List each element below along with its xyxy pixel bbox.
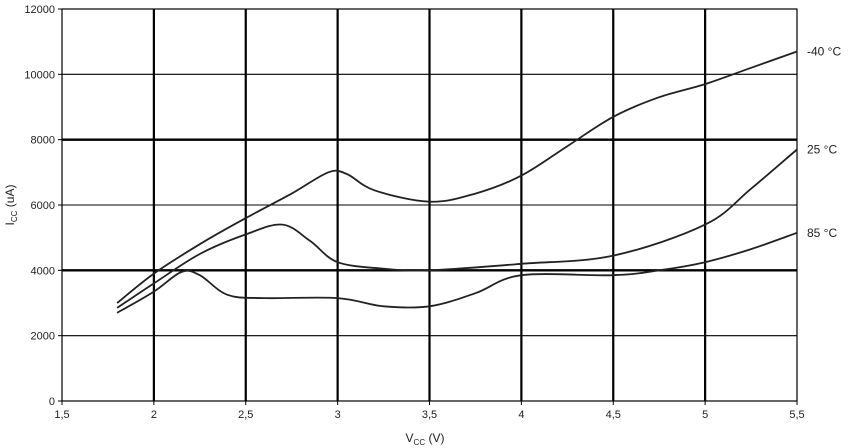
x-tick-label: 2,5 [238, 409, 253, 421]
x-axis-label-main: V [406, 431, 414, 445]
y-tick-labels: 0 2000 4000 6000 8000 10000 12000 [24, 4, 62, 408]
series-label: 85 °C [807, 226, 837, 240]
y-tick-label: 8000 [31, 135, 55, 147]
y-tick-label: 0 [49, 396, 55, 408]
x-tick-label: 4 [518, 409, 524, 421]
y-axis-label-main: I [3, 222, 17, 225]
x-tick-label: 1,5 [54, 409, 69, 421]
y-axis-label: ICC (uA) [3, 185, 19, 226]
series-line [116, 148, 798, 309]
y-tick-label: 6000 [31, 200, 55, 212]
x-tick-labels: 1,5 2 2,5 3 3,5 4 4,5 5 5,5 [54, 401, 805, 421]
y-axis-label-unit: (uA) [3, 185, 17, 211]
x-tick-label: 2 [151, 409, 157, 421]
x-axis-label-unit: (V) [425, 431, 444, 445]
x-axis-label-sub: CC [414, 438, 426, 447]
series-label: 25 °C [807, 142, 837, 156]
y-tick-label: 2000 [31, 331, 55, 343]
grid-lines [62, 9, 797, 401]
series-lines [116, 50, 798, 314]
series-line [116, 231, 798, 314]
y-axis-label-sub: CC [10, 210, 19, 222]
y-tick-label: 10000 [24, 69, 55, 81]
x-axis-label: VCC (V) [406, 431, 445, 447]
x-tick-label: 5 [702, 409, 708, 421]
series-labels: -40 °C 25 °C 85 °C [807, 44, 841, 239]
x-tick-label: 3,5 [422, 409, 437, 421]
x-tick-label: 3 [335, 409, 341, 421]
y-tick-label: 4000 [31, 265, 55, 277]
x-tick-label: 5,5 [789, 409, 804, 421]
y-tick-label: 12000 [24, 4, 55, 16]
series-label: -40 °C [807, 44, 841, 58]
x-tick-label: 4,5 [606, 409, 621, 421]
series-line [116, 50, 798, 304]
